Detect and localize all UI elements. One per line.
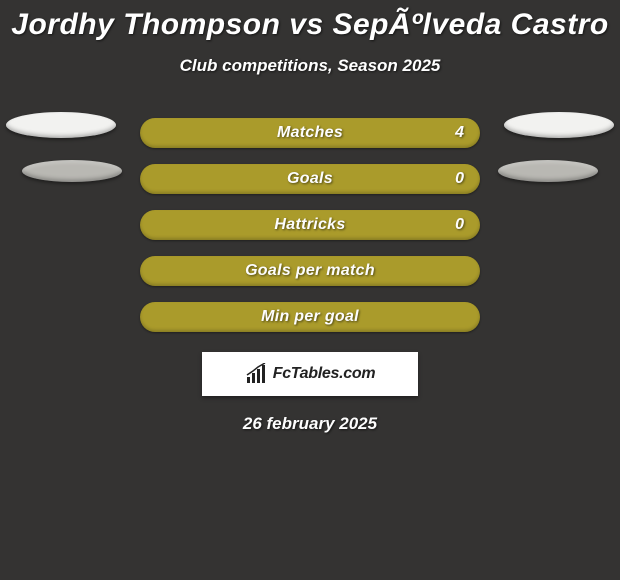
stat-label: Goals (287, 170, 333, 188)
player-left-ellipse-2 (22, 160, 122, 182)
stat-label: Matches (277, 124, 343, 142)
logo-text: FcTables.com (273, 365, 376, 383)
stat-label: Min per goal (261, 308, 359, 326)
infographic-container: Jordhy Thompson vs SepÃºlveda Castro Clu… (0, 0, 620, 434)
stat-label: Hattricks (274, 216, 345, 234)
page-subtitle: Club competitions, Season 2025 (180, 56, 441, 76)
stat-row: Goals per match (140, 256, 480, 286)
generation-date: 26 february 2025 (243, 414, 377, 434)
stat-row: Hattricks 0 (140, 210, 480, 240)
stats-block: Matches 4 Goals 0 Hattricks 0 Goals per … (0, 118, 620, 332)
bar-chart-icon (245, 363, 271, 385)
stat-label: Goals per match (245, 262, 375, 280)
stat-value: 0 (455, 216, 464, 234)
stat-value: 4 (455, 124, 464, 142)
page-title: Jordhy Thompson vs SepÃºlveda Castro (11, 8, 608, 42)
stat-row: Goals 0 (140, 164, 480, 194)
player-right-ellipse-2 (498, 160, 598, 182)
player-right-ellipse-1 (504, 112, 614, 138)
source-logo: FcTables.com (202, 352, 418, 396)
stat-value: 0 (455, 170, 464, 188)
player-left-ellipse-1 (6, 112, 116, 138)
stat-row: Matches 4 (140, 118, 480, 148)
stat-row: Min per goal (140, 302, 480, 332)
